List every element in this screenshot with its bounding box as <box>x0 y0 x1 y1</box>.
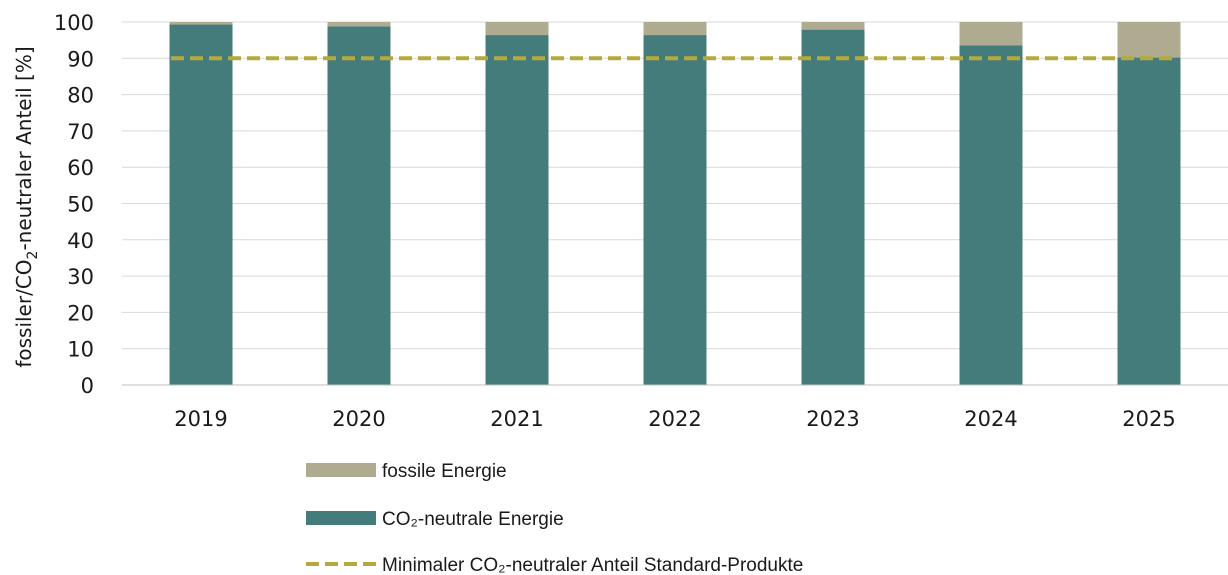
x-tick-label: 2020 <box>332 407 385 431</box>
legend-swatch <box>306 463 376 477</box>
bar-fossil-2022 <box>643 22 707 36</box>
y-axis-label: fossiler/CO2-neutraler Anteil [%] <box>12 46 41 367</box>
x-tick-label: 2019 <box>174 407 227 431</box>
legend-label: CO₂-neutrale Energie <box>382 509 564 530</box>
x-tick-label: 2024 <box>964 407 1017 431</box>
y-tick-label: 0 <box>81 374 94 398</box>
y-tick-label: 90 <box>67 47 94 71</box>
bar-fossil-2025 <box>1117 22 1181 58</box>
y-tick-label: 50 <box>67 193 94 217</box>
y-tick-label: 80 <box>67 84 94 108</box>
y-tick-label: 60 <box>67 156 94 180</box>
y-tick-label: 20 <box>67 301 94 325</box>
bar-fossil-2020 <box>327 22 391 27</box>
bar-co2-neutral-2024 <box>959 45 1023 386</box>
bar-co2-neutral-2023 <box>801 29 865 386</box>
y-tick-label: 100 <box>54 11 94 35</box>
bar-co2-neutral-2021 <box>485 35 549 386</box>
y-tick-label: 10 <box>67 338 94 362</box>
bar-co2-neutral-2025 <box>1117 57 1181 385</box>
y-axis-ticks: 0 10 20 30 40 50 60 70 80 90 100 <box>54 11 94 398</box>
x-tick-label: 2025 <box>1122 407 1175 431</box>
legend: fossile Energie CO₂-neutrale Energie Minim… <box>306 461 803 575</box>
x-tick-label: 2021 <box>490 407 543 431</box>
y-tick-label: 40 <box>67 229 94 253</box>
y-tick-label: 70 <box>67 120 94 144</box>
bar-co2-neutral-2019 <box>169 24 233 385</box>
legend-label: fossile Energie <box>382 461 507 482</box>
x-tick-label: 2022 <box>648 407 701 431</box>
x-tick-label: 2023 <box>806 407 859 431</box>
bar-fossil-2023 <box>801 22 865 30</box>
bar-co2-neutral-2020 <box>327 26 391 386</box>
legend-label: Minimaler CO₂-neutraler Anteil Standard-… <box>382 555 803 575</box>
bar-fossil-2019 <box>169 22 233 25</box>
y-tick-label: 30 <box>67 265 94 289</box>
bars <box>169 22 1181 386</box>
legend-swatch <box>306 511 376 525</box>
bar-fossil-2024 <box>959 22 1023 46</box>
bar-fossil-2021 <box>485 22 549 36</box>
x-axis-ticks: 2019 2020 2021 2022 2023 2024 2025 <box>174 407 1175 431</box>
bar-co2-neutral-2022 <box>643 35 707 386</box>
